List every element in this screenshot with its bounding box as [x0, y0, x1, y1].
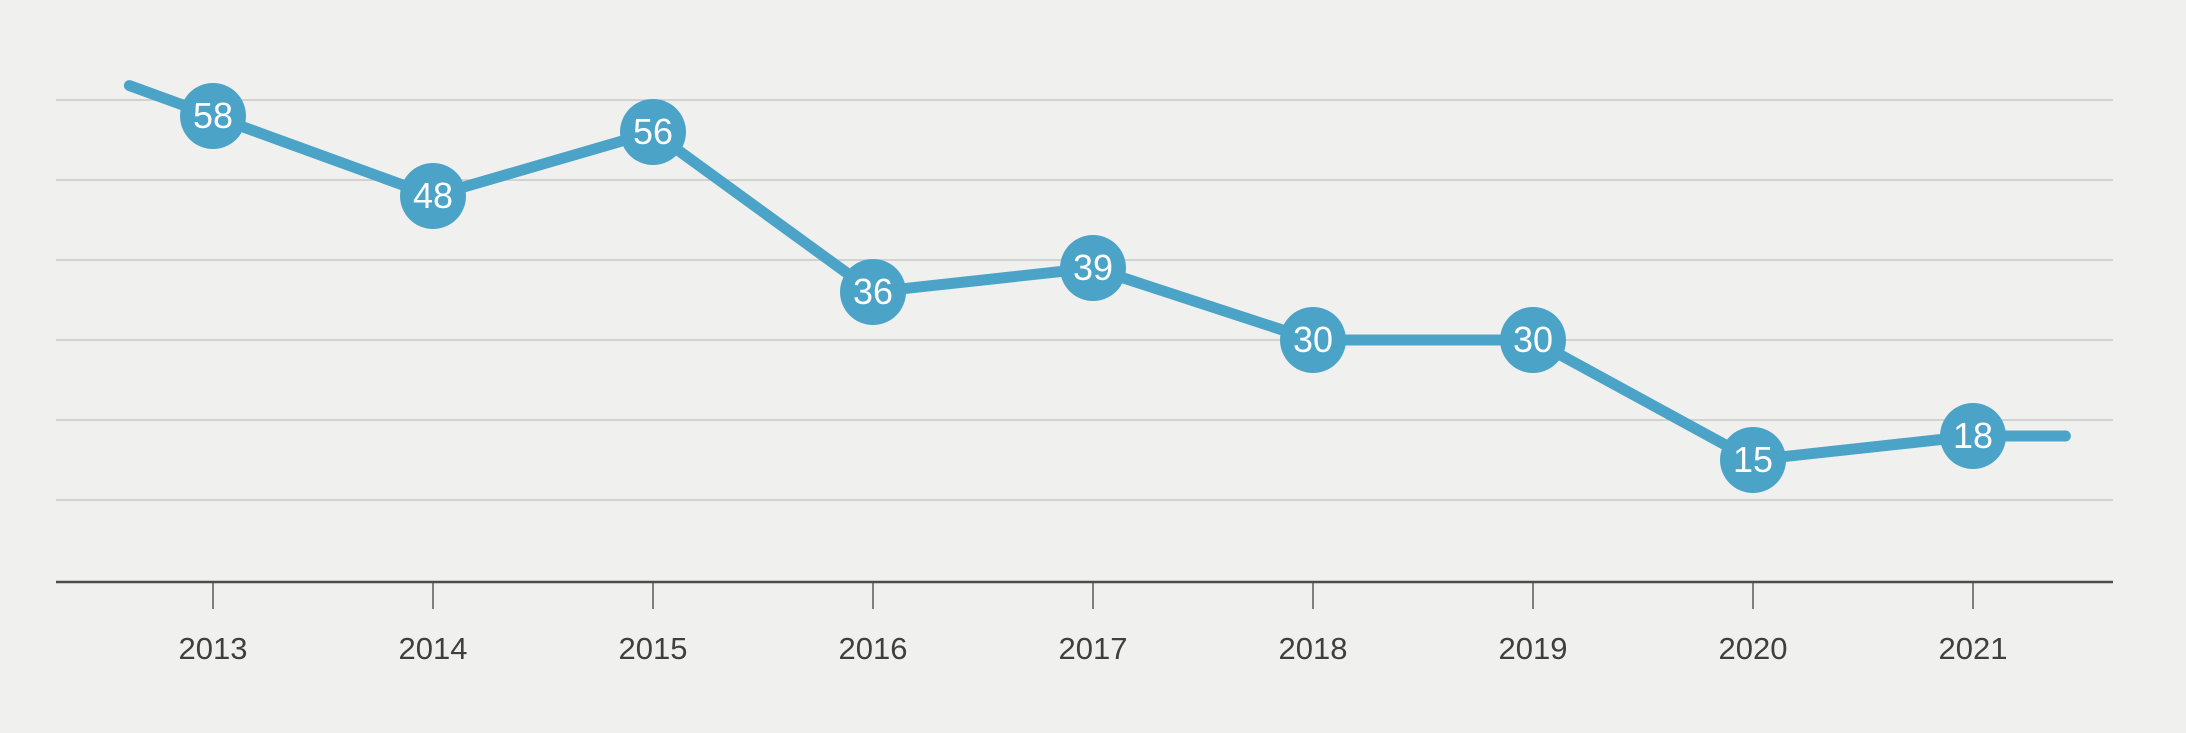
- x-axis-label: 2017: [1059, 631, 1128, 666]
- marker-circle: [1060, 235, 1126, 301]
- data-point-marker: 18: [1940, 403, 2006, 469]
- data-point-marker: 30: [1500, 307, 1566, 373]
- x-axis-label: 2018: [1279, 631, 1348, 666]
- data-point-marker: 39: [1060, 235, 1126, 301]
- marker-circle: [620, 99, 686, 165]
- marker-circle: [1940, 403, 2006, 469]
- marker-value-label: 30: [1513, 319, 1553, 360]
- marker-circle: [1500, 307, 1566, 373]
- x-axis-label: 2015: [619, 631, 688, 666]
- marker-circle: [1280, 307, 1346, 373]
- x-axis-label: 2021: [1939, 631, 2008, 666]
- marker-value-label: 56: [633, 111, 673, 152]
- marker-circle: [180, 83, 246, 149]
- marker-circle: [400, 163, 466, 229]
- marker-value-label: 36: [853, 271, 893, 312]
- x-axis-label: 2019: [1499, 631, 1568, 666]
- data-point-marker: 15: [1720, 427, 1786, 493]
- x-axis-label: 2013: [179, 631, 248, 666]
- marker-value-label: 15: [1733, 439, 1773, 480]
- x-axis-label: 2014: [399, 631, 468, 666]
- data-point-marker: 56: [620, 99, 686, 165]
- marker-value-label: 58: [193, 95, 233, 136]
- marker-value-label: 18: [1953, 415, 1993, 456]
- data-point-marker: 36: [840, 259, 906, 325]
- x-axis-group: 2013 2014 2015 2016 2017 2018 2019 2020 2021: [56, 580, 2113, 666]
- data-point-marker: 58: [180, 83, 246, 149]
- data-point-marker: 30: [1280, 307, 1346, 373]
- marker-circle: [840, 259, 906, 325]
- markers-group: 58 48 56 36 39 30 30 15 18: [180, 83, 2006, 493]
- marker-value-label: 48: [413, 175, 453, 216]
- marker-value-label: 39: [1073, 247, 1113, 288]
- data-point-marker: 48: [400, 163, 466, 229]
- x-axis-label: 2020: [1719, 631, 1788, 666]
- gridlines-group: [56, 99, 2113, 501]
- x-axis-label: 2016: [839, 631, 908, 666]
- marker-circle: [1720, 427, 1786, 493]
- marker-value-label: 30: [1293, 319, 1333, 360]
